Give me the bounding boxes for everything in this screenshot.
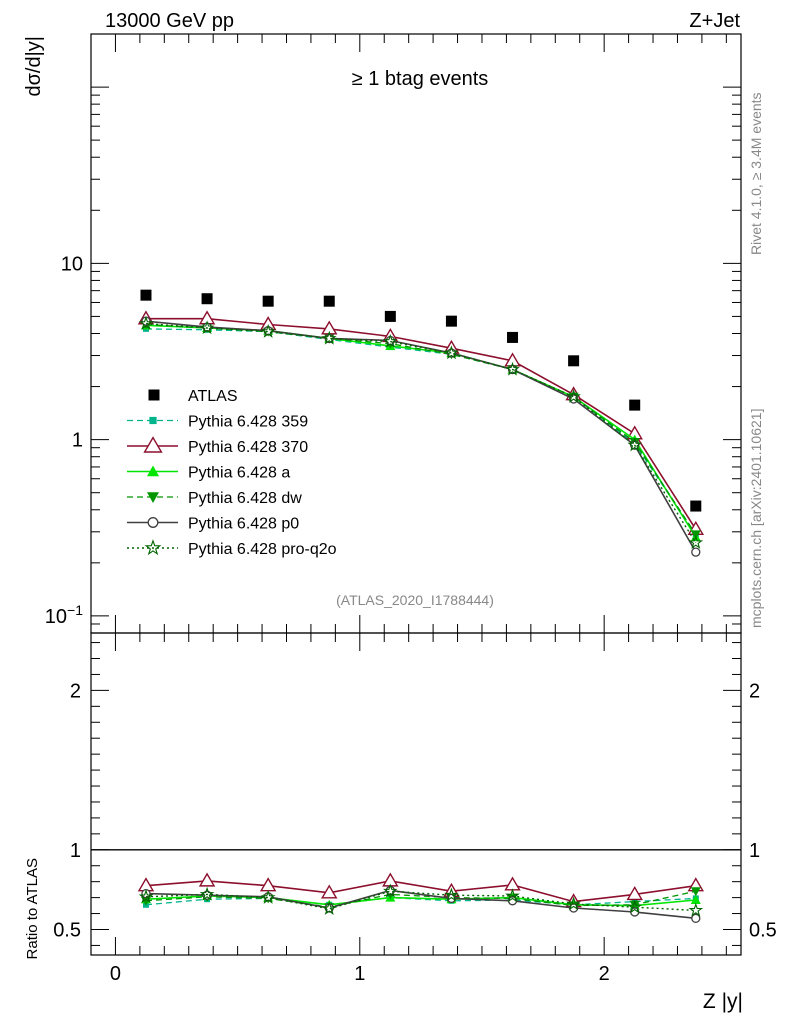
y-tick-label: 10−1	[45, 602, 83, 628]
legend-p359-label: Pythia 6.428 359	[188, 414, 308, 431]
pq2o-point	[627, 437, 642, 452]
y-tick-label: 1	[72, 430, 83, 452]
p370-ratio-point	[626, 886, 643, 901]
legend-pdw-marker	[147, 492, 159, 503]
x-tick-label: 1	[354, 963, 365, 985]
pq2o-ratio-point	[321, 901, 337, 915]
pdw-ratio-line	[145, 890, 696, 908]
atlas-point	[140, 289, 152, 301]
legend: ATLAS Pythia 6.428 359 Pythia 6.428 370 Pyt…	[127, 388, 337, 558]
atlas-point	[507, 331, 519, 343]
ratio-y-tick-label-left: 0.5	[53, 919, 81, 941]
ratio-panel: 0.5 0.5 1 1 2 2 0 1 2 Ratio to ATLAS	[24, 632, 777, 985]
pdw-ratio-point	[629, 900, 640, 910]
pq2o-ratio-point	[199, 886, 215, 901]
pp0-ratio-point	[691, 913, 701, 923]
legend-pq2o-label: Pythia 6.428 pro-q2o	[188, 541, 337, 558]
ratio-y-tick-label-left: 2	[70, 680, 81, 702]
atlas-point	[445, 315, 457, 327]
ratio-y-tick-label-right: 2	[749, 680, 760, 702]
pq2o-point	[566, 389, 581, 403]
legend-pdw-label: Pythia 6.428 dw	[188, 490, 302, 507]
legend-pp0-label: Pythia 6.428 p0	[188, 516, 299, 533]
atlas-point	[262, 295, 274, 307]
pq2o-ratio-point	[566, 896, 581, 911]
ratio-y-tick-label-right: 0.5	[749, 919, 777, 941]
header-energy: 13000 GeV pp	[105, 10, 234, 32]
analysis-watermark: (ATLAS_2020_I1788444)	[336, 592, 494, 608]
pq2o-ratio-point	[138, 889, 154, 904]
header-process: Z+Jet	[689, 10, 740, 32]
pq2o-point	[444, 345, 459, 360]
legend-pa-marker	[147, 465, 159, 477]
pq2o-point	[138, 315, 154, 330]
ratio-series	[137, 872, 705, 923]
pdw-ratio-point	[690, 887, 701, 897]
y-tick-label-base: 10	[45, 606, 67, 628]
rivet-version-label: Rivet 4.1.0, ≥ 3.4M events	[748, 92, 764, 255]
legend-atlas-marker	[148, 389, 160, 401]
main-y-axis-label: dσ/d|y|	[23, 36, 45, 97]
legend-p359-marker	[149, 416, 157, 425]
ratio-y-tick-label-right: 1	[749, 840, 760, 862]
pq2o-point	[505, 361, 520, 376]
atlas-point	[690, 500, 702, 512]
p370-line	[146, 317, 697, 530]
pq2o-ratio-point	[444, 887, 459, 902]
atlas-point	[323, 295, 335, 307]
pq2o-line	[145, 322, 697, 544]
x-tick-label: 0	[110, 963, 121, 985]
p370-ratio-point	[321, 884, 338, 899]
ratio-y-axis-label: Ratio to ATLAS	[24, 858, 41, 959]
pq2o-point	[688, 535, 704, 549]
ratio-y-tick-label-left: 1	[70, 840, 81, 862]
legend-p370-marker	[143, 436, 163, 453]
pdw-point	[690, 530, 701, 540]
legend-p370-label: Pythia 6.428 370	[188, 439, 308, 456]
pq2o-point	[199, 320, 215, 335]
p370-ratio-point	[504, 876, 521, 891]
y-tick-label: 10	[61, 253, 83, 275]
p370-ratio-point	[198, 872, 216, 887]
main-series	[137, 289, 705, 557]
legend-pp0-marker	[147, 517, 159, 528]
pq2o-point	[382, 333, 398, 348]
atlas-point	[384, 310, 396, 322]
ratio-frame	[90, 632, 742, 956]
atlas-point	[201, 293, 213, 305]
x-tick-label: 2	[599, 963, 610, 985]
pq2o-point	[321, 330, 337, 345]
legend-pq2o-marker	[144, 539, 162, 556]
pq2o-ratio-point	[382, 883, 398, 898]
legend-pa-label: Pythia 6.428 a	[188, 465, 290, 482]
atlas-point	[629, 399, 641, 411]
x-axis-label: Z |y|	[703, 990, 743, 1013]
pq2o-ratio-point	[627, 899, 642, 914]
ratio-axis-ticks: 0.5 0.5 1 1 2 2 0 1 2	[53, 633, 777, 985]
pp0-ratio-line	[145, 889, 696, 920]
main-title: ≥ 1 btag events	[352, 68, 489, 90]
legend-atlas-label: ATLAS	[188, 388, 238, 405]
pq2o-point	[260, 323, 276, 338]
y-tick-label-exp: −1	[67, 602, 83, 618]
pq2o-ratio-point	[505, 888, 520, 903]
pa-ratio-point	[690, 895, 701, 905]
pq2o-ratio-line	[145, 890, 696, 912]
p370-ratio-line	[145, 880, 696, 903]
pq2o-ratio-point	[688, 902, 704, 917]
pq2o-ratio-point	[260, 889, 276, 904]
mcplots-label: mcplots.cern.ch [arXiv:2401.10621]	[748, 409, 764, 628]
atlas-point	[568, 355, 580, 367]
pp0-point	[691, 547, 701, 557]
